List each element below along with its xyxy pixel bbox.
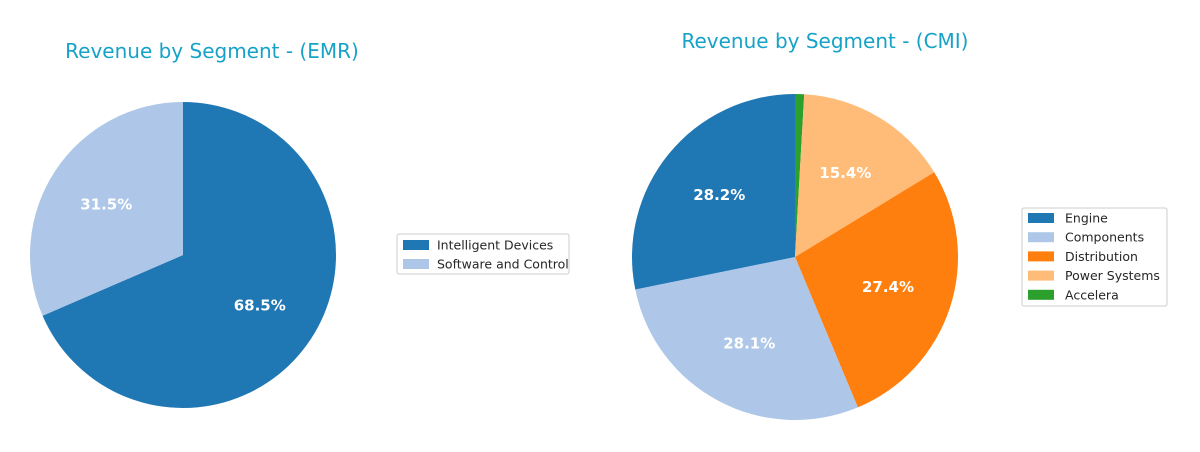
chart-title-cmi: Revenue by Segment - (CMI) [681, 29, 968, 53]
pie-pct-label-distribution: 27.4% [862, 278, 914, 296]
pie-pct-label-engine: 28.2% [693, 186, 745, 204]
legend-item-intelligent-devices: Intelligent Devices [403, 238, 553, 253]
legend-label: Software and Control [437, 257, 569, 272]
legend-swatch [1028, 289, 1054, 300]
legend-swatch [1028, 270, 1054, 281]
legend-frame [396, 233, 570, 275]
pie-pct-label-power-systems: 15.4% [819, 164, 871, 182]
legend-item-accelera: Accelera [1028, 287, 1119, 302]
pie-slice-distribution [795, 172, 958, 408]
legend-label: Engine [1065, 211, 1108, 226]
legend-label: Components [1065, 230, 1144, 245]
legend-swatch [403, 240, 429, 250]
legend-label: Accelera [1065, 287, 1119, 302]
pie-slices-emr [29, 102, 336, 408]
pie-labels-cmi: 15.4% 27.4% 28.1% 28.2% [693, 164, 914, 352]
legend-cmi: Engine Components Distribution Power System… [1021, 207, 1168, 307]
pie-slice-intelligent-devices [42, 102, 336, 408]
legend-frame [1021, 207, 1168, 307]
legend-item-components: Components [1028, 230, 1144, 245]
pie-slice-accelera [795, 94, 805, 257]
legend-swatch [403, 259, 429, 269]
legend-swatch [1028, 251, 1054, 262]
pie-chart-emr: Revenue by Segment - (EMR) 68.5% 31.5% In… [29, 39, 570, 408]
pie-slices-cmi [632, 94, 958, 420]
legend-item-software-and-control: Software and Control [403, 257, 569, 272]
legend-item-distribution: Distribution [1028, 249, 1138, 264]
legend-swatch [1028, 232, 1054, 243]
legend-label: Intelligent Devices [437, 238, 553, 253]
pie-chart-cmi: Revenue by Segment - (CMI) 15.4% 27.4% 28.… [632, 29, 1168, 420]
legend-label: Power Systems [1065, 268, 1160, 283]
legend-item-engine: Engine [1028, 211, 1108, 226]
pie-slice-power-systems [795, 94, 935, 257]
pie-labels-emr: 68.5% 31.5% [80, 196, 286, 315]
legend-swatch [1028, 213, 1054, 223]
pie-pct-label-intelligent-devices: 68.5% [234, 296, 286, 314]
pie-pct-label-software-and-control: 31.5% [80, 196, 132, 214]
chart-title-emr: Revenue by Segment - (EMR) [65, 39, 359, 63]
pie-slice-components [635, 257, 858, 420]
pie-slice-engine [632, 94, 795, 290]
legend-item-power-systems: Power Systems [1028, 268, 1160, 283]
pie-slice-software-and-control [29, 102, 183, 316]
legend-label: Distribution [1065, 249, 1138, 264]
pie-pct-label-components: 28.1% [723, 334, 775, 352]
legend-emr: Intelligent Devices Software and Control [396, 233, 570, 275]
